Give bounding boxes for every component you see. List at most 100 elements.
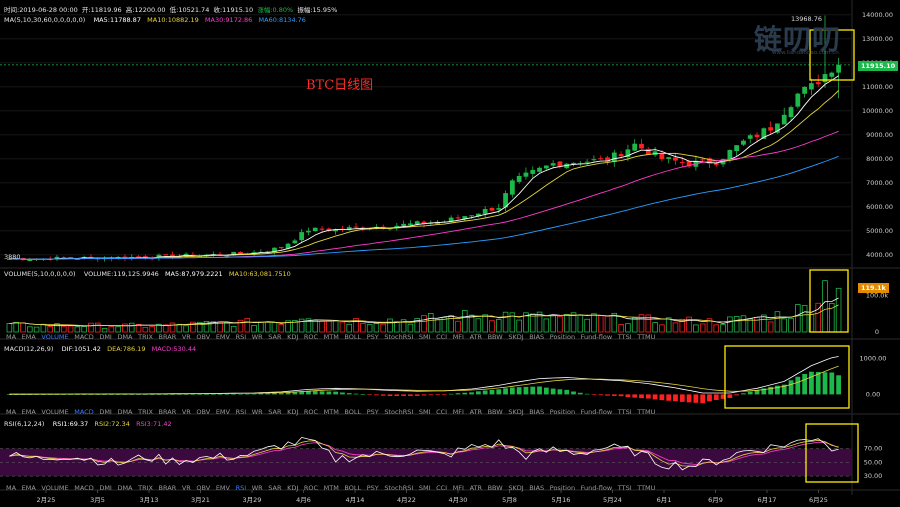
indicator-tab-brar[interactable]: BRAR: [158, 484, 177, 492]
macd-histogram-bar: [367, 394, 373, 395]
indicator-tab-obv[interactable]: OBV: [196, 408, 211, 416]
indicator-tab-mfi[interactable]: MFI: [452, 484, 464, 492]
candle-body: [564, 163, 570, 169]
candle-body: [761, 128, 767, 139]
indicator-tab-atr[interactable]: ATR: [469, 333, 482, 341]
indicator-tab-bbw[interactable]: BBW: [487, 484, 503, 492]
indicator-tab-macd[interactable]: MACD: [74, 408, 94, 416]
indicator-tab-macd[interactable]: MACD: [74, 333, 94, 341]
indicator-tab-mtm[interactable]: MTM: [323, 484, 339, 492]
indicator-tab-mtm[interactable]: MTM: [323, 408, 339, 416]
indicator-tab-vr[interactable]: VR: [181, 333, 191, 341]
indicator-tab-volume[interactable]: VOLUME: [41, 333, 69, 341]
indicator-tab-ttmu[interactable]: TTMU: [637, 484, 656, 492]
indicator-tab-rsi[interactable]: RSI: [235, 408, 247, 416]
indicator-tab-kdj[interactable]: KDJ: [287, 408, 299, 416]
indicator-tab-volume[interactable]: VOLUME: [41, 484, 69, 492]
indicator-tab-psy[interactable]: PSY: [366, 408, 379, 416]
indicator-tab-boll[interactable]: BOLL: [344, 484, 362, 492]
indicator-tab-roc[interactable]: ROC: [303, 333, 319, 341]
indicator-tab-boll[interactable]: BOLL: [344, 333, 362, 341]
indicator-tab-position[interactable]: Position: [549, 484, 576, 492]
indicator-tab-ttmu[interactable]: TTMU: [637, 333, 656, 341]
indicator-tab-ttsi[interactable]: TTSI: [617, 408, 632, 416]
indicator-tab-emv[interactable]: EMV: [215, 333, 230, 341]
indicator-tab-dma[interactable]: DMA: [117, 408, 133, 416]
indicator-tab-wr[interactable]: WR: [251, 333, 263, 341]
indicator-tab-stochrsi[interactable]: StochRSI: [384, 333, 414, 341]
indicator-tab-smi[interactable]: SMI: [418, 408, 431, 416]
indicator-tab-bbw[interactable]: BBW: [487, 333, 503, 341]
indicator-tab-bias[interactable]: BIAS: [529, 333, 545, 341]
indicator-tab-wr[interactable]: WR: [251, 408, 263, 416]
indicator-tab-sar[interactable]: SAR: [268, 484, 282, 492]
indicator-tab-trix[interactable]: TRIX: [138, 484, 153, 492]
indicator-tab-roc[interactable]: ROC: [303, 408, 319, 416]
indicator-tab-cci[interactable]: CCI: [436, 484, 448, 492]
indicator-tab-brar[interactable]: BRAR: [158, 408, 177, 416]
indicator-tab-ma[interactable]: MA: [6, 333, 17, 341]
indicator-tab-psy[interactable]: PSY: [366, 333, 379, 341]
indicator-tab-atr[interactable]: ATR: [469, 484, 482, 492]
indicator-tab-boll[interactable]: BOLL: [344, 408, 362, 416]
macd-dea: DEA:786.19: [107, 345, 146, 353]
indicator-tab-dma[interactable]: DMA: [117, 484, 133, 492]
indicator-tab-cci[interactable]: CCI: [436, 333, 448, 341]
indicator-tab-ema[interactable]: EMA: [21, 333, 36, 341]
indicator-tab-rsi[interactable]: RSI: [235, 333, 247, 341]
indicator-tab-position[interactable]: Position: [549, 333, 576, 341]
indicator-tab-roc[interactable]: ROC: [303, 484, 319, 492]
indicator-tab-trix[interactable]: TRIX: [138, 333, 153, 341]
indicator-tab-ema[interactable]: EMA: [21, 484, 36, 492]
indicator-tab-smi[interactable]: SMI: [418, 333, 431, 341]
indicator-tab-rsi[interactable]: RSI: [235, 484, 247, 492]
indicator-tab-position[interactable]: Position: [549, 408, 576, 416]
indicator-tab-mfi[interactable]: MFI: [452, 408, 464, 416]
indicator-tab-mtm[interactable]: MTM: [323, 333, 339, 341]
indicator-tab-skdj[interactable]: SKDJ: [508, 484, 524, 492]
indicator-tab-trix[interactable]: TRIX: [138, 408, 153, 416]
indicator-tab-dma[interactable]: DMA: [117, 333, 133, 341]
indicator-tab-dmi[interactable]: DMI: [99, 333, 112, 341]
indicator-tab-psy[interactable]: PSY: [366, 484, 379, 492]
indicator-tab-obv[interactable]: OBV: [196, 484, 211, 492]
indicator-tab-macd[interactable]: MACD: [74, 484, 94, 492]
indicator-tab-vr[interactable]: VR: [181, 408, 191, 416]
indicator-tab-wr[interactable]: WR: [251, 484, 263, 492]
indicator-tab-bias[interactable]: BIAS: [529, 484, 545, 492]
indicator-tab-vr[interactable]: VR: [181, 484, 191, 492]
indicator-tab-kdj[interactable]: KDJ: [287, 333, 299, 341]
indicator-tab-bbw[interactable]: BBW: [487, 408, 503, 416]
indicator-tab-sar[interactable]: SAR: [268, 408, 282, 416]
indicator-tab-ma[interactable]: MA: [6, 408, 17, 416]
indicator-tab-ma[interactable]: MA: [6, 484, 17, 492]
indicator-tab-fund-flow[interactable]: Fund-flow: [580, 333, 613, 341]
indicator-tab-obv[interactable]: OBV: [196, 333, 211, 341]
indicator-tab-skdj[interactable]: SKDJ: [508, 408, 524, 416]
indicator-tab-cci[interactable]: CCI: [436, 408, 448, 416]
indicator-tab-smi[interactable]: SMI: [418, 484, 431, 492]
indicator-tab-dmi[interactable]: DMI: [99, 408, 112, 416]
indicator-tab-stochrsi[interactable]: StochRSI: [384, 408, 414, 416]
indicator-tab-ttsi[interactable]: TTSI: [617, 333, 632, 341]
macd-legend: MACD(12,26,9) DIF:1051.42 DEA:786.19 MAC…: [4, 345, 196, 353]
indicator-tab-emv[interactable]: EMV: [215, 484, 230, 492]
indicator-tab-fund-flow[interactable]: Fund-flow: [580, 408, 613, 416]
indicator-tab-kdj[interactable]: KDJ: [287, 484, 299, 492]
candle-body: [632, 143, 638, 151]
indicator-tab-sar[interactable]: SAR: [268, 333, 282, 341]
indicator-tab-dmi[interactable]: DMI: [99, 484, 112, 492]
indicator-tab-stochrsi[interactable]: StochRSI: [384, 484, 414, 492]
indicator-tab-emv[interactable]: EMV: [215, 408, 230, 416]
indicator-tab-atr[interactable]: ATR: [469, 408, 482, 416]
indicator-tab-ema[interactable]: EMA: [21, 408, 36, 416]
indicator-tab-ttmu[interactable]: TTMU: [637, 408, 656, 416]
indicator-tab-ttsi[interactable]: TTSI: [617, 484, 632, 492]
indicator-tab-skdj[interactable]: SKDJ: [508, 333, 524, 341]
indicator-tab-volume[interactable]: VOLUME: [41, 408, 69, 416]
indicator-tab-bias[interactable]: BIAS: [529, 408, 545, 416]
indicator-tab-brar[interactable]: BRAR: [158, 333, 177, 341]
indicator-tab-fund-flow[interactable]: Fund-flow: [580, 484, 613, 492]
indicator-tab-mfi[interactable]: MFI: [452, 333, 464, 341]
volume-bar: [387, 318, 393, 333]
